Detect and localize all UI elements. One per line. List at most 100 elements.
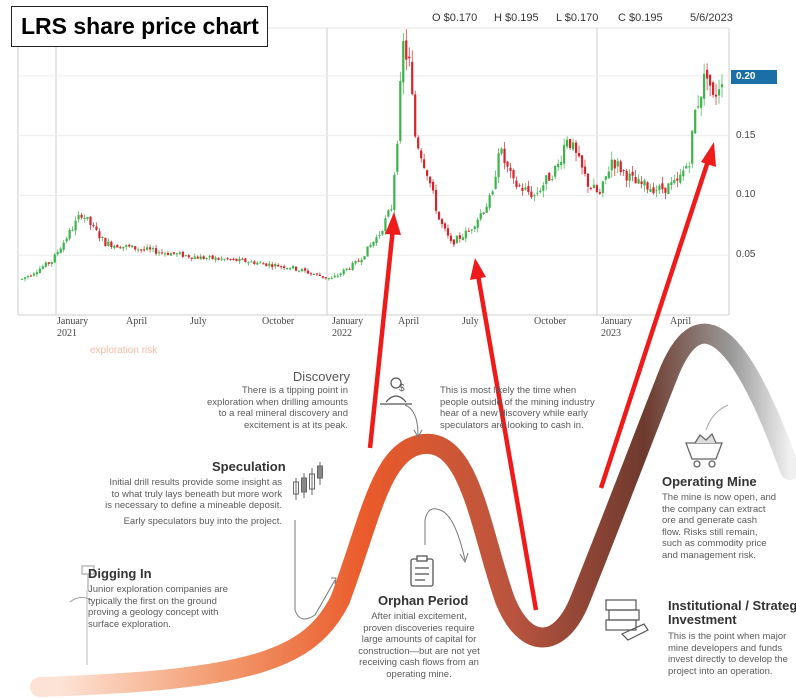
candle-body bbox=[643, 180, 646, 186]
candlestick-chart-icon bbox=[293, 462, 323, 500]
candle-body bbox=[169, 253, 173, 256]
candle bbox=[148, 244, 152, 253]
candle-body bbox=[610, 159, 613, 171]
candle-body bbox=[583, 166, 587, 174]
candle bbox=[488, 193, 491, 211]
candle bbox=[464, 227, 467, 243]
x-tick-label: July bbox=[462, 316, 479, 327]
candle-body bbox=[68, 229, 71, 239]
candle bbox=[137, 247, 140, 253]
candle-body bbox=[405, 40, 408, 60]
candle-body bbox=[399, 81, 402, 142]
candle bbox=[411, 50, 414, 96]
candle-body bbox=[330, 278, 333, 280]
candle-body bbox=[571, 142, 575, 150]
candle-body bbox=[527, 186, 530, 192]
candle bbox=[691, 130, 694, 169]
candle-body bbox=[542, 185, 545, 191]
candle bbox=[595, 183, 598, 193]
candle-body bbox=[122, 246, 125, 249]
candle bbox=[38, 265, 41, 274]
candle bbox=[157, 249, 161, 257]
candle-body bbox=[157, 252, 161, 254]
candle bbox=[134, 246, 137, 252]
candle-body bbox=[560, 162, 563, 166]
candle-body bbox=[595, 185, 598, 192]
candle-body bbox=[357, 260, 360, 262]
candle bbox=[41, 264, 44, 270]
candle bbox=[518, 183, 521, 188]
candle bbox=[56, 249, 59, 257]
x-tick-label: April bbox=[398, 316, 420, 327]
candle bbox=[110, 240, 113, 249]
candle bbox=[98, 228, 101, 242]
candle-body bbox=[134, 246, 137, 250]
candle bbox=[241, 257, 244, 260]
candle-body bbox=[351, 262, 354, 271]
candle bbox=[20, 278, 24, 280]
candle bbox=[711, 80, 715, 98]
candle bbox=[303, 267, 307, 273]
candle bbox=[154, 244, 158, 256]
candle-body bbox=[524, 187, 527, 190]
orphan-connector-head bbox=[459, 552, 469, 564]
svg-text:$: $ bbox=[399, 383, 405, 394]
candle bbox=[256, 261, 259, 266]
candle bbox=[250, 259, 253, 263]
candle bbox=[557, 159, 560, 171]
candle-body bbox=[277, 264, 280, 267]
candle-body bbox=[23, 277, 27, 279]
candle-body bbox=[580, 155, 584, 168]
candle-body bbox=[321, 276, 324, 278]
candle bbox=[268, 260, 271, 269]
candle bbox=[613, 159, 616, 177]
candle bbox=[434, 184, 438, 214]
arrow-operating-head bbox=[701, 142, 716, 167]
candle bbox=[673, 174, 676, 185]
candle-body bbox=[509, 167, 512, 171]
candle-body bbox=[551, 179, 554, 181]
candle bbox=[542, 181, 545, 198]
candle bbox=[128, 243, 131, 248]
candle-body bbox=[369, 245, 372, 248]
candle bbox=[107, 238, 110, 247]
candle bbox=[333, 273, 336, 278]
candle-body bbox=[512, 170, 515, 179]
candle bbox=[247, 261, 250, 266]
quote-date: 5/6/2023 bbox=[690, 12, 733, 24]
candle bbox=[402, 32, 405, 95]
candle bbox=[515, 176, 518, 190]
candle bbox=[512, 168, 515, 184]
candle bbox=[417, 135, 420, 150]
candle-body bbox=[262, 263, 265, 265]
candle-body bbox=[294, 266, 298, 271]
candle-body bbox=[280, 266, 283, 268]
candle-body bbox=[717, 89, 721, 96]
candle-body bbox=[423, 159, 426, 168]
candle bbox=[676, 171, 679, 188]
candle bbox=[524, 182, 527, 191]
candle-body bbox=[38, 268, 41, 274]
candle-body bbox=[44, 262, 47, 267]
candle bbox=[440, 218, 444, 228]
candle-body bbox=[390, 209, 393, 211]
candle bbox=[664, 187, 667, 200]
candle-body bbox=[428, 176, 432, 184]
orphan-connector bbox=[424, 508, 466, 561]
speculation-title: Speculation bbox=[212, 459, 286, 474]
candle bbox=[378, 231, 381, 239]
candle bbox=[315, 272, 318, 277]
candle bbox=[336, 273, 339, 279]
candle-body bbox=[577, 153, 581, 157]
candle-body bbox=[387, 210, 390, 217]
candle-body bbox=[676, 178, 679, 181]
discovery-title: Discovery bbox=[292, 369, 350, 384]
digging-in-title: Digging In bbox=[88, 566, 152, 581]
candle bbox=[217, 257, 220, 261]
candle bbox=[640, 176, 643, 189]
candle bbox=[583, 159, 587, 177]
candle bbox=[131, 245, 134, 248]
candle-body bbox=[470, 229, 473, 231]
candle bbox=[163, 251, 167, 257]
candle-body bbox=[71, 229, 74, 231]
